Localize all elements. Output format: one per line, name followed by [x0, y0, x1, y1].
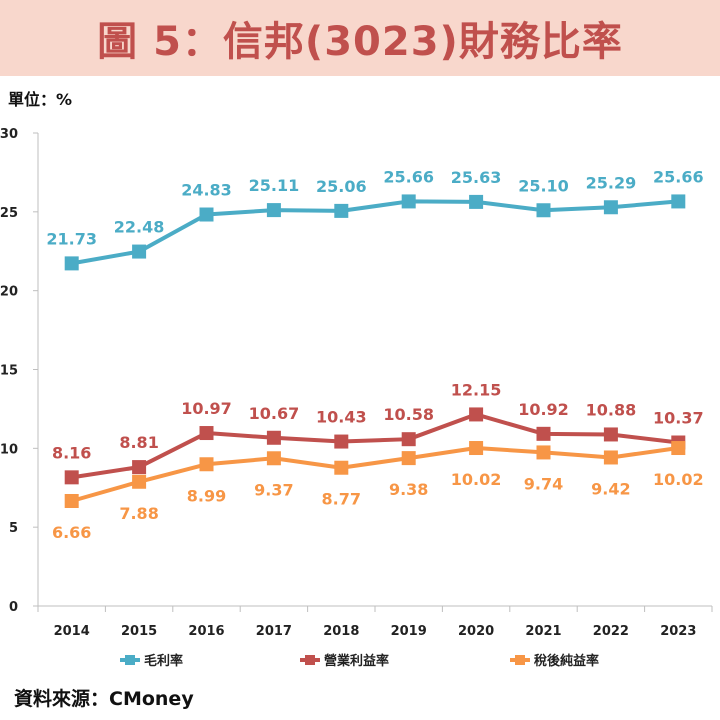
data-point-marker — [469, 194, 484, 209]
y-tick-label: 15 — [0, 364, 18, 379]
data-label: 12.15 — [451, 380, 502, 399]
data-point-marker — [132, 460, 147, 475]
data-label: 9.38 — [389, 480, 428, 499]
unit-label: 單位：% — [8, 90, 73, 109]
data-label: 25.66 — [383, 167, 434, 186]
data-label: 21.73 — [46, 229, 97, 248]
chart-title: 圖 5：信邦(3023)財務比率 — [97, 19, 623, 65]
data-point-marker — [64, 493, 79, 508]
legend-marker — [125, 655, 135, 665]
x-tick-label: 2018 — [323, 624, 359, 639]
legend-marker — [305, 655, 315, 665]
data-point-marker — [603, 450, 618, 465]
data-point-marker — [266, 430, 281, 445]
data-label: 10.02 — [451, 470, 502, 489]
data-label: 25.10 — [518, 176, 569, 195]
x-tick-label: 2016 — [188, 624, 224, 639]
data-point-marker — [401, 432, 416, 447]
x-tick-label: 2017 — [256, 624, 292, 639]
data-point-marker — [266, 203, 281, 218]
data-point-marker — [199, 426, 214, 441]
data-label: 25.11 — [249, 176, 300, 195]
data-label: 25.63 — [451, 168, 502, 187]
y-tick-label: 20 — [0, 285, 18, 300]
data-point-marker — [132, 474, 147, 489]
x-tick-label: 2022 — [593, 624, 629, 639]
series-line-2 — [71, 446, 679, 503]
data-point-marker — [671, 441, 686, 456]
data-point-marker — [199, 207, 214, 222]
y-tick-label: 30 — [0, 127, 18, 142]
data-point-marker — [334, 434, 349, 449]
data-point-marker — [334, 460, 349, 475]
x-tick-label: 2015 — [121, 624, 157, 639]
data-point-marker — [334, 203, 349, 218]
data-label: 10.58 — [383, 405, 434, 424]
x-tick-label: 2014 — [54, 624, 90, 639]
data-label: 6.66 — [52, 523, 91, 542]
data-label: 25.66 — [653, 167, 704, 186]
source-label: 資料來源：CMoney — [14, 688, 194, 710]
series-line-1 — [71, 412, 679, 480]
data-label: 25.29 — [586, 173, 637, 192]
data-label: 10.43 — [316, 408, 367, 427]
y-tick-label: 10 — [0, 442, 18, 457]
legend-label: 營業利益率 — [324, 653, 389, 669]
title-banner: 圖 5：信邦(3023)財務比率 — [0, 0, 720, 76]
data-point-marker — [401, 451, 416, 466]
data-label: 8.99 — [187, 486, 226, 505]
data-point-marker — [64, 470, 79, 485]
data-point-marker — [536, 426, 551, 441]
data-point-marker — [132, 244, 147, 259]
data-point-marker — [603, 427, 618, 442]
data-label: 8.77 — [322, 490, 361, 509]
data-point-marker — [536, 203, 551, 218]
data-label: 10.67 — [249, 404, 300, 423]
data-point-marker — [64, 256, 79, 271]
series-line-0 — [71, 199, 679, 266]
data-point-marker — [199, 457, 214, 472]
data-point-marker — [603, 200, 618, 215]
data-point-marker — [469, 407, 484, 422]
data-label: 9.37 — [254, 480, 293, 499]
data-label: 10.37 — [653, 408, 704, 427]
y-tick-label: 0 — [9, 600, 18, 615]
data-label: 10.88 — [586, 400, 637, 419]
y-tick-label: 25 — [0, 206, 18, 221]
x-tick-label: 2021 — [525, 624, 561, 639]
x-tick-label: 2023 — [660, 624, 696, 639]
data-point-marker — [469, 441, 484, 456]
data-label: 10.02 — [653, 470, 704, 489]
data-label: 9.42 — [591, 479, 630, 498]
data-point-marker — [536, 445, 551, 460]
y-tick-label: 5 — [9, 521, 18, 536]
data-label: 25.06 — [316, 177, 367, 196]
legend-label: 毛利率 — [144, 653, 183, 669]
data-point-marker — [266, 451, 281, 466]
legend-label: 稅後純益率 — [534, 653, 599, 669]
legend-marker — [515, 655, 525, 665]
data-point-marker — [401, 194, 416, 209]
data-label: 7.88 — [119, 504, 158, 523]
data-label: 22.48 — [114, 218, 165, 237]
data-label: 10.97 — [181, 399, 232, 418]
data-label: 8.81 — [119, 433, 158, 452]
data-label: 10.92 — [518, 400, 569, 419]
data-label: 8.16 — [52, 443, 91, 462]
data-label: 24.83 — [181, 181, 232, 200]
x-tick-label: 2019 — [391, 624, 427, 639]
data-label: 9.74 — [524, 474, 563, 493]
data-point-marker — [671, 194, 686, 209]
x-tick-label: 2020 — [458, 624, 494, 639]
